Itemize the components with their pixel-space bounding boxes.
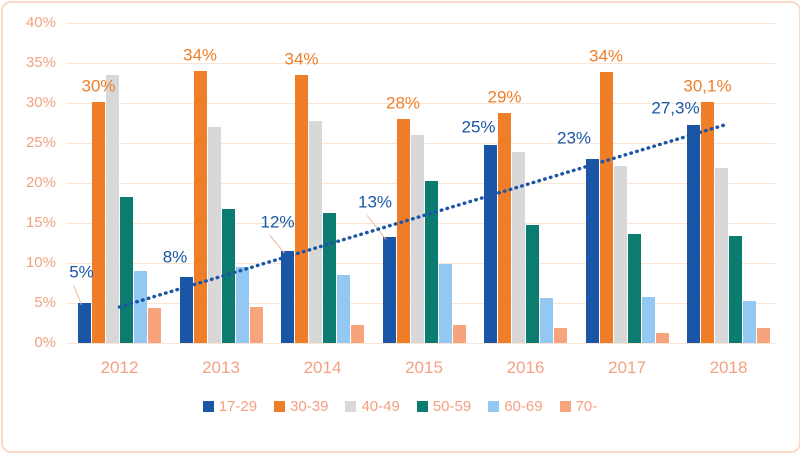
legend-item-50-59: 50-59 — [416, 398, 472, 415]
leader-line — [269, 234, 285, 254]
trendline — [117, 122, 731, 309]
legend-item-30-39: 30-39 — [274, 398, 328, 415]
legend-item-70-: 70- — [559, 398, 598, 415]
legend-label: 30-39 — [290, 398, 329, 415]
legend-swatch — [416, 401, 428, 412]
legend-item-17-29: 17-29 — [202, 398, 258, 415]
legend-label: 50-59 — [432, 398, 472, 415]
leader-line — [366, 215, 387, 240]
legend-swatch — [559, 401, 571, 412]
legend: 17-29 30-39 40-49 50-59 60-69 70- — [0, 398, 800, 415]
legend-label: 60-69 — [504, 398, 543, 415]
legend-item-40-49: 40-49 — [345, 398, 400, 415]
legend-label: 70- — [575, 398, 598, 415]
legend-item-60-69: 60-69 — [488, 398, 543, 415]
leader-line — [73, 284, 82, 306]
legend-label: 40-49 — [361, 398, 400, 415]
legend-swatch — [274, 401, 286, 412]
legend-swatch — [345, 401, 357, 412]
legend-label: 17-29 — [218, 398, 258, 415]
legend-swatch — [202, 401, 214, 412]
legend-swatch — [488, 401, 500, 412]
